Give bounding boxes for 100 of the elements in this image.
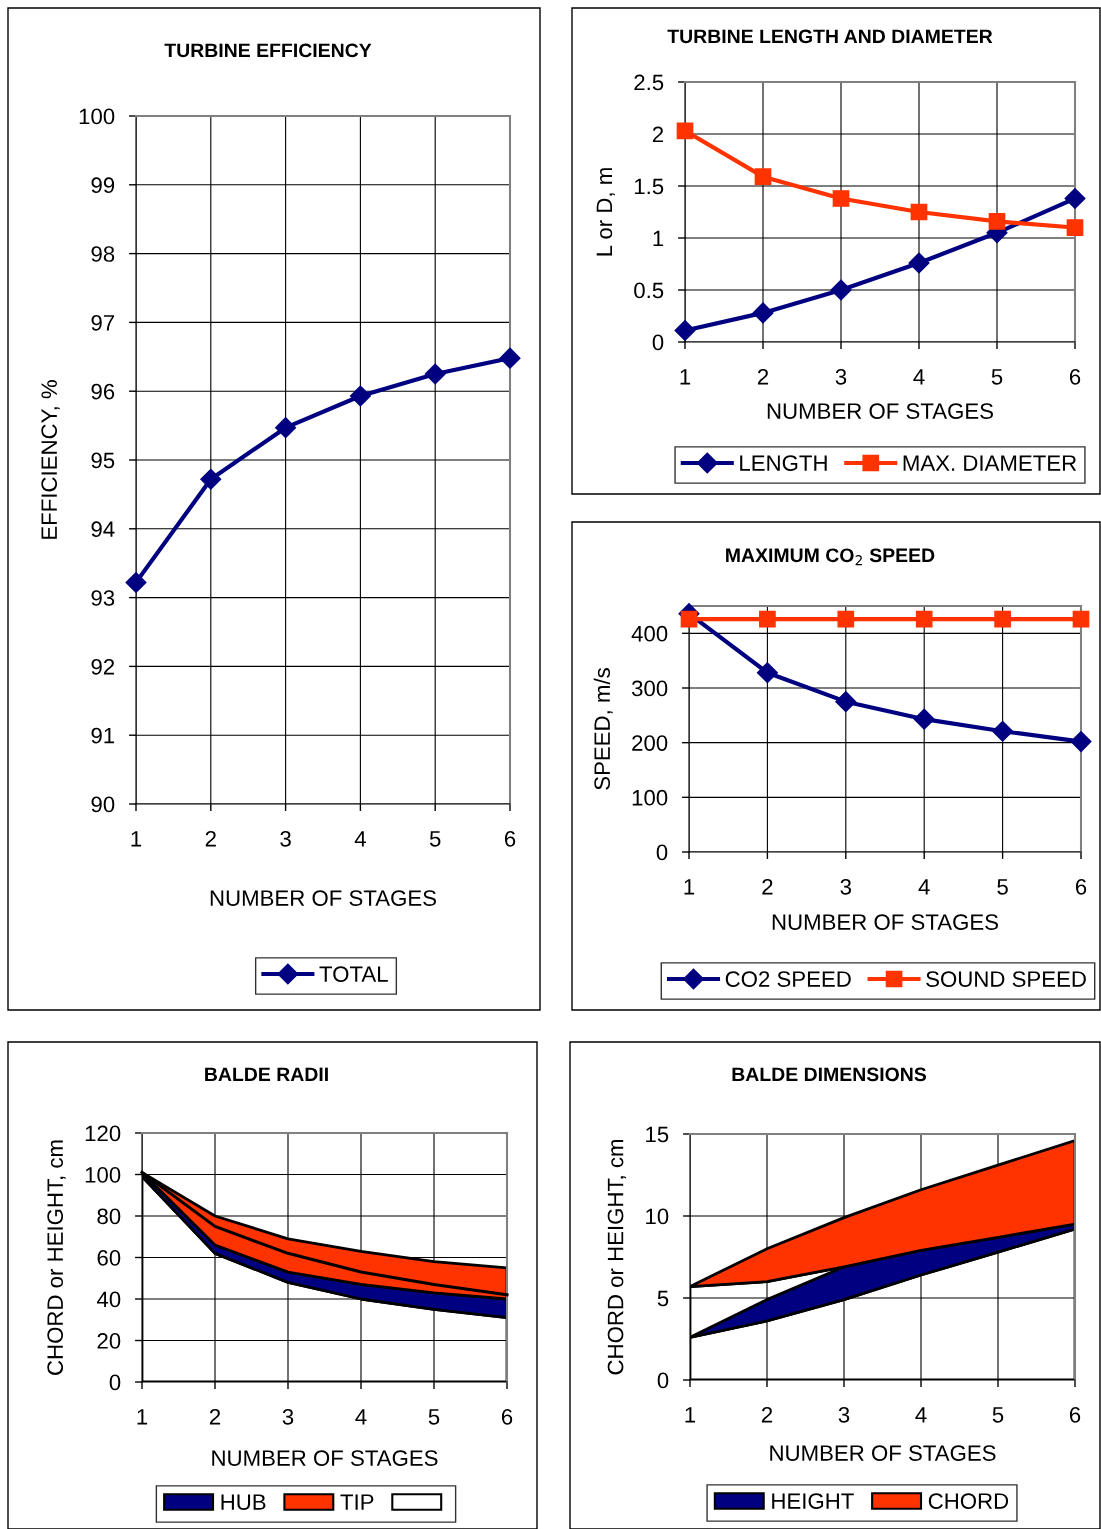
y-tick-label: 100 (85, 1167, 121, 1183)
legend-label: LENGTH (740, 455, 827, 471)
chart-title: MAXIMUM CO$_{2}$ SPEED (726, 548, 935, 566)
point (125, 571, 147, 593)
y-tick-label: 80 (97, 1208, 121, 1225)
y-tick-label: 98 (91, 246, 115, 262)
y-tick-label: 95 (91, 452, 115, 469)
y-tick-label: 1.5 (634, 178, 664, 195)
x-tick-label: 2 (761, 1406, 773, 1423)
y-tick-label: 100 (79, 108, 115, 125)
point (200, 468, 222, 490)
y-tick-label: 400 (631, 625, 668, 642)
legend-label: SOUND SPEED (926, 971, 1086, 987)
point (1070, 731, 1092, 753)
x-tick-label: 1 (137, 1409, 148, 1425)
y-tick-label: 93 (91, 590, 115, 606)
chart-title: TURBINE EFFICIENCY (164, 43, 372, 58)
x-tick-label: 4 (915, 1407, 927, 1423)
x-tick-label: 2 (205, 830, 216, 847)
x-tick-label: 2 (762, 878, 773, 895)
x-tick-label: 6 (504, 830, 516, 847)
y-tick-label: 99 (91, 177, 115, 194)
point (752, 302, 774, 324)
y-tick-label: 5 (657, 1290, 669, 1307)
y-axis-title: L or D, m (596, 168, 615, 256)
x-axis-title: NUMBER OF STAGES (210, 890, 436, 906)
x-axis-title: NUMBER OF STAGES (770, 1445, 996, 1461)
chart-title: BALDE DIMENSIONS (732, 1067, 927, 1082)
y-tick-label: 10 (646, 1208, 669, 1225)
x-tick-label: 6 (1069, 1406, 1081, 1423)
y-tick-label: 2.5 (634, 74, 664, 91)
x-tick-label: 3 (838, 1406, 850, 1423)
legend-label: HUB (221, 1494, 266, 1510)
point (832, 190, 850, 207)
point (910, 203, 928, 221)
y-tick-label: 96 (91, 383, 115, 400)
point (992, 720, 1014, 742)
y-tick-label: 1 (653, 230, 664, 247)
point (837, 610, 855, 628)
y-axis-title: CHORD or HEIGHT, cm (47, 1140, 66, 1375)
legend-label: CO2 SPEED (725, 971, 851, 987)
y-tick-label: 0 (656, 844, 668, 861)
chart-title: BALDE RADII (205, 1067, 328, 1082)
x-tick-label: 2 (757, 368, 769, 385)
y-tick-label: 94 (91, 521, 115, 538)
point (915, 610, 933, 628)
y-tick-label: 0.5 (634, 282, 664, 299)
point (1072, 610, 1090, 628)
y-tick-label: 300 (631, 680, 668, 697)
point (756, 662, 778, 684)
y-tick-label: 91 (91, 727, 115, 744)
x-tick-label: 1 (680, 369, 691, 385)
y-tick-label: 2 (652, 126, 664, 143)
x-tick-label: 5 (429, 831, 441, 847)
x-tick-label: 3 (840, 878, 851, 895)
y-tick-label: 40 (96, 1291, 121, 1308)
legend-label: HEIGHT (772, 1493, 854, 1509)
point (275, 417, 297, 439)
x-tick-label: 6 (501, 1408, 513, 1425)
legend-label: CHORD (928, 1493, 1009, 1509)
point (830, 279, 852, 301)
x-tick-label: 1 (684, 879, 695, 895)
point (908, 252, 930, 274)
x-tick-label: 5 (992, 1407, 1004, 1423)
x-tick-label: 1 (685, 1407, 696, 1423)
legend-label: TIP (340, 1494, 374, 1510)
x-tick-label: 3 (280, 830, 291, 847)
point (424, 363, 446, 385)
y-tick-label: 0 (652, 334, 664, 351)
point (994, 610, 1011, 628)
y-axis-title: SPEED, m/s (593, 668, 613, 790)
y-tick-label: 90 (91, 796, 115, 813)
x-tick-label: 4 (913, 369, 925, 385)
y-tick-label: 97 (91, 314, 115, 331)
x-tick-label: 6 (1075, 878, 1087, 895)
point (759, 610, 776, 628)
x-tick-label: 2 (209, 1408, 221, 1425)
chart-title: TURBINE LENGTH AND DIAMETER (667, 29, 993, 44)
y-tick-label: 60 (97, 1250, 121, 1266)
point (349, 385, 371, 407)
x-tick-label: 5 (997, 879, 1008, 895)
x-tick-label: 5 (428, 1409, 440, 1425)
point (1064, 187, 1086, 209)
y-tick-label: 120 (85, 1125, 121, 1142)
x-tick-label: 4 (355, 1409, 367, 1425)
point (499, 347, 521, 369)
x-axis-title: NUMBER OF STAGES (767, 403, 993, 419)
x-tick-label: 3 (282, 1408, 294, 1425)
x-tick-label: 4 (354, 831, 366, 847)
y-tick-label: 20 (97, 1333, 121, 1349)
x-tick-label: 1 (131, 831, 142, 847)
y-axis-title: CHORD or HEIGHT, cm (607, 1139, 627, 1375)
point (754, 168, 772, 185)
y-tick-label: 0 (109, 1374, 121, 1391)
x-tick-label: 3 (835, 368, 847, 385)
y-tick-label: 100 (632, 789, 668, 806)
point (1066, 219, 1084, 236)
point (676, 122, 694, 140)
y-tick-label: 15 (646, 1126, 669, 1143)
y-tick-label: 0 (657, 1372, 669, 1389)
